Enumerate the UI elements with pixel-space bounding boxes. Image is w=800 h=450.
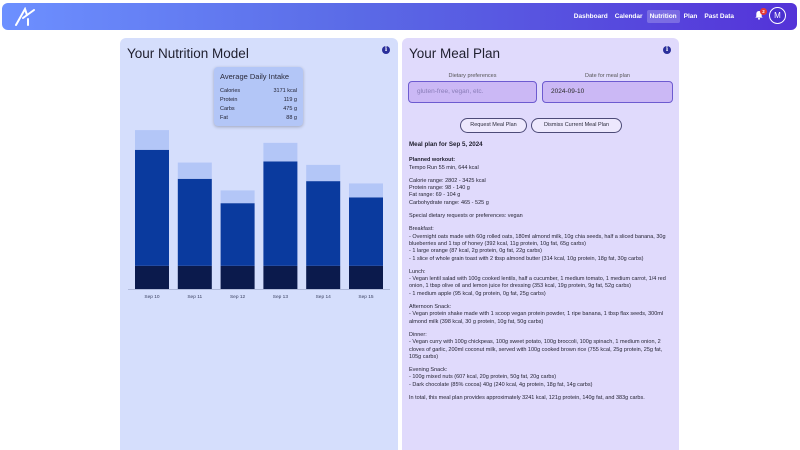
breakfast-item: - 1 slice of whole grain toast with 2 tb… [409,255,644,262]
fat-range: Fat range: 69 - 104 g [409,192,461,199]
bar-segment-2[interactable] [263,142,298,162]
nav-link-dashboard[interactable]: Dashboard [573,13,608,20]
intake-label: Calories [220,88,241,94]
protein-range: Protein range: 98 - 140 g [409,185,470,192]
bar-segment-0[interactable] [135,265,169,289]
evening-snack-label: Evening Snack: [409,367,448,374]
average-intake-card: Average Daily Intake Calories 3171 kcal … [214,67,303,126]
afternoon-snack-item: - Vegan protein shake made with 1 scoop … [409,311,664,325]
bar-segment-2[interactable] [306,164,341,182]
bar-segment-0[interactable] [220,265,255,289]
panel-title: Your Meal Plan [409,46,501,61]
nav-link-nutrition[interactable]: Nutrition [646,10,680,23]
breakfast-item: - 1 large orange (87 kcal, 2g protein, 0… [409,248,542,255]
avatar[interactable]: M [769,7,786,24]
calorie-range: Calorie range: 2802 - 3425 kcal [409,177,486,184]
lunch-item: - Vegan lentil salad with 100g cooked le… [409,276,666,290]
bar-segment-1[interactable] [220,203,255,266]
x-tick-label: Sep 12 [230,294,246,300]
x-tick-label: Sep 15 [358,294,374,300]
bar-segment-0[interactable] [349,265,383,289]
bar-segment-0[interactable] [177,265,212,289]
bar-segment-2[interactable] [220,190,255,204]
intake-label: Carbs [220,106,235,112]
bar-segment-1[interactable] [263,161,298,266]
dinner-item: - Vegan curry with 100g chickpeas, 100g … [409,339,663,360]
lunch-label: Lunch: [409,268,426,275]
logo-icon[interactable] [14,7,36,27]
bar-segment-2[interactable] [349,183,383,198]
carb-range: Carbohydrate range: 465 - 525 g [409,199,489,206]
meal-plan-content: Meal plan for Sep 5, 2024 Planned workou… [409,141,673,408]
dietary-preferences-label: Dietary preferences [448,73,497,79]
evening-snack-item: - Dark chocolate (85% cocoa) 40g (240 kc… [409,381,593,388]
breakfast-label: Breakfast: [409,226,434,233]
meal-plan-total: In total, this meal plan provides approx… [409,395,645,402]
top-navbar: Dashboard Calendar Nutrition Plan Past D… [2,3,797,30]
x-tick-label: Sep 13 [273,294,289,300]
request-meal-plan-button[interactable]: Request Meal Plan [460,118,527,133]
intake-value: 88 g [286,115,297,121]
intake-value: 475 g [283,106,297,112]
dismiss-meal-plan-button[interactable]: Dismiss Current Meal Plan [531,118,622,133]
intake-value: 3171 kcal [273,88,297,94]
intake-card-title: Average Daily Intake [220,72,290,81]
bar-segment-2[interactable] [177,162,212,179]
special-requests: Special dietary requests or preferences:… [409,213,523,220]
planned-workout: Tempo Run 55 min, 644 kcal [409,164,479,171]
bar-segment-0[interactable] [263,265,298,289]
evening-snack-item: - 100g mixed nuts (607 kcal, 20g protein… [409,374,557,381]
x-tick-label: Sep 11 [187,294,202,300]
bar-segment-1[interactable] [306,181,341,266]
nav-link-calendar[interactable]: Calendar [614,13,643,20]
bar-segment-0[interactable] [306,265,341,289]
nutrition-model-panel: Your Nutrition Model i Sep 10 Sep 11 Sep 1… [120,38,398,450]
bar-segment-1[interactable] [349,197,383,266]
meal-plan-date-label: Date for meal plan [585,73,630,79]
nav-link-plan[interactable]: Plan [683,13,698,20]
afternoon-snack-label: Afternoon Snack: [409,304,452,311]
meal-plan-heading: Meal plan for Sep 5, 2024 [409,141,483,148]
info-icon[interactable]: i [663,46,671,54]
x-tick-label: Sep 10 [144,294,160,300]
intake-label: Fat [220,115,228,121]
lunch-item: - 1 medium apple (95 kcal, 0g protein, 0… [409,290,546,297]
dietary-preferences-input[interactable]: gluten-free, vegan, etc. [408,81,537,103]
bar-segment-1[interactable] [135,149,169,266]
info-icon[interactable]: i [382,46,390,54]
meal-plan-panel: Your Meal Plan i Dietary preferences glu… [402,38,679,450]
intake-value: 119 g [283,97,297,103]
x-tick-label: Sep 14 [316,294,332,300]
planned-workout-label: Planned workout: [409,157,456,164]
bar-segment-1[interactable] [177,178,212,266]
breakfast-item: - Overnight oats made with 60g rolled oa… [409,233,666,247]
panel-title: Your Nutrition Model [127,46,249,61]
daily-intake-chart: Sep 10 Sep 11 Sep 12 Sep 13 Sep 14 Sep 15 [128,130,390,300]
meal-plan-date-input[interactable]: 2024-09-10 [542,81,673,103]
bar-segment-2[interactable] [135,130,169,150]
nav-link-past-data[interactable]: Past Data [704,13,734,20]
nav-links: Dashboard Calendar Nutrition Plan Past D… [570,10,737,23]
notification-badge: 2 [760,8,767,15]
dinner-label: Dinner: [409,331,427,338]
intake-label: Protein [220,97,238,103]
